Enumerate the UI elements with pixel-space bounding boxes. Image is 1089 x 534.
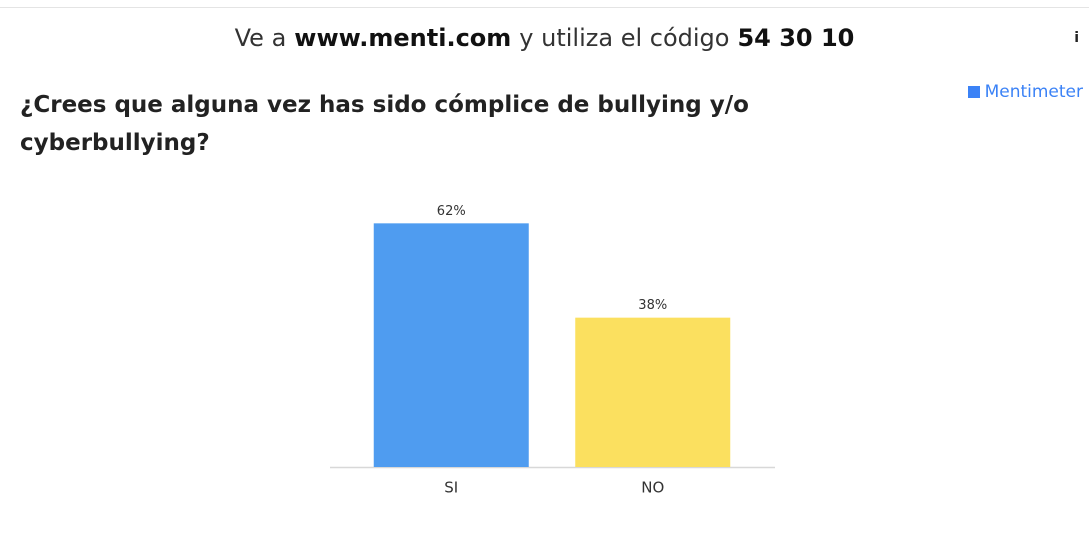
bar [373, 223, 529, 467]
value-label: 62% [437, 204, 466, 219]
bar [575, 317, 731, 467]
header-text: y utiliza el código [519, 24, 730, 52]
divider [0, 7, 1089, 8]
chart-title: ¿Crees que alguna vez has sido cómplice … [20, 92, 749, 156]
header-code: 54 30 10 [737, 24, 855, 52]
info-icon[interactable]: i [1074, 30, 1079, 46]
brand-logo[interactable]: Mentimeter [968, 82, 1083, 102]
header-text: Ve a [234, 24, 287, 52]
join-instructions: Ve a www.menti.com y utiliza el código 54 3… [0, 24, 1089, 52]
header-url[interactable]: www.menti.com [294, 24, 512, 52]
value-label: 38% [638, 298, 667, 313]
x-tick-label: SI [444, 479, 458, 497]
x-tick-label: NO [641, 479, 664, 497]
